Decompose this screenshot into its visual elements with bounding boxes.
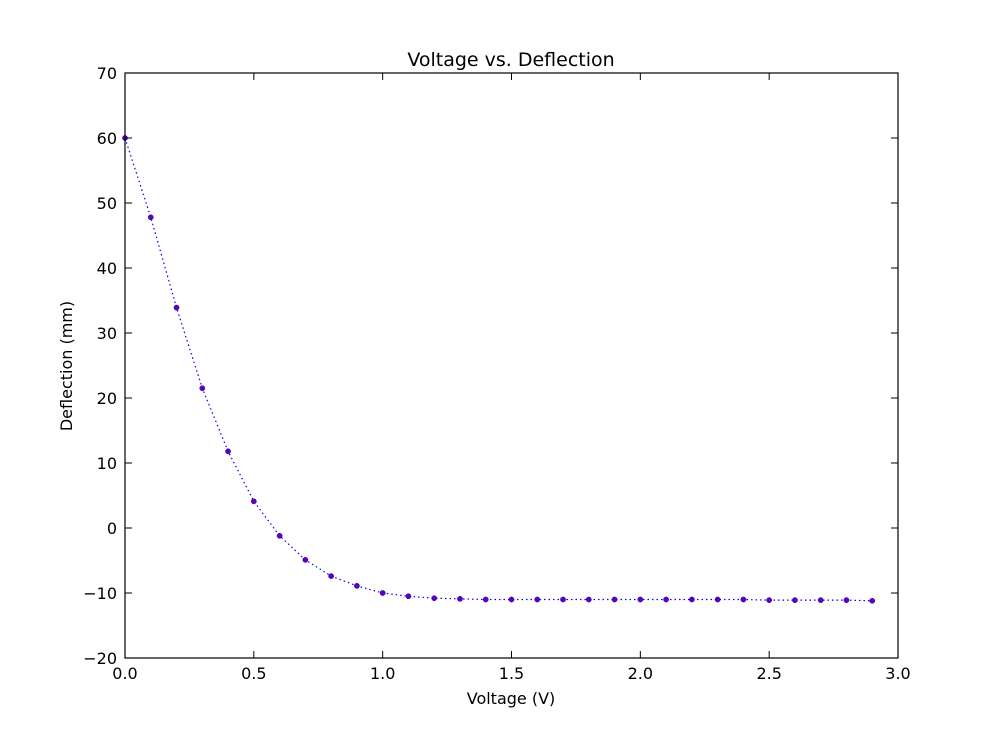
data-point (250, 498, 257, 505)
data-point (611, 596, 618, 603)
y-tick-label: 0 (107, 519, 117, 538)
data-point (792, 597, 798, 604)
data-point (663, 596, 669, 603)
data-point (560, 596, 566, 603)
data-point (302, 557, 309, 563)
data-point (508, 596, 515, 603)
data-point (405, 593, 412, 600)
data-point (328, 573, 334, 579)
data-point (276, 532, 283, 539)
data-point (199, 385, 206, 392)
x-tick-label: 1.5 (499, 664, 524, 683)
data-point (173, 304, 180, 311)
data-point (689, 596, 695, 603)
data-point (354, 583, 360, 589)
x-axis-label: Voltage (V) (467, 689, 556, 708)
data-point (585, 596, 592, 603)
data-point (817, 597, 824, 604)
data-point (225, 448, 231, 455)
data-point (637, 596, 644, 603)
data-point (482, 596, 489, 603)
y-tick-label: 60 (97, 129, 117, 148)
data-point (147, 214, 154, 221)
data-point (379, 590, 386, 596)
data-point (740, 596, 747, 603)
y-tick-label: 40 (97, 259, 117, 278)
data-point (431, 595, 438, 602)
y-tick-label: 30 (97, 324, 117, 343)
y-tick-label: 70 (97, 64, 117, 83)
x-tick-label: 0.0 (112, 664, 137, 683)
y-tick-label: 10 (97, 454, 117, 473)
chart-title: Voltage vs. Deflection (407, 49, 614, 71)
plot-frame (124, 72, 899, 659)
y-tick-label: −10 (83, 584, 117, 603)
plot-area: 0.0 0.5 1.0 1.5 2.0 2.5 3.0 −20 −10 0 10 20 30 40 50 60… (83, 64, 910, 683)
x-tick-label: 3.0 (885, 664, 910, 683)
data-point (869, 597, 876, 604)
y-axis-label: Deflection (mm) (57, 301, 76, 431)
y-tick-label: 20 (97, 389, 117, 408)
data-point (766, 597, 773, 604)
series-layer (122, 135, 876, 604)
ticks-layer: 0.0 0.5 1.0 1.5 2.0 2.5 3.0 −20 −10 0 10 20 30 40 50 60… (83, 64, 910, 683)
series-line (124, 137, 873, 602)
data-point (457, 596, 463, 602)
x-tick-label: 2.0 (628, 664, 653, 683)
y-tick-label: 50 (97, 194, 117, 213)
x-tick-label: 2.5 (756, 664, 781, 683)
y-tick-label: −20 (83, 649, 117, 668)
x-tick-label: 0.5 (241, 664, 266, 683)
data-point (714, 596, 721, 603)
x-tick-label: 1.0 (370, 664, 395, 683)
data-point (534, 596, 541, 603)
data-point (843, 597, 850, 604)
